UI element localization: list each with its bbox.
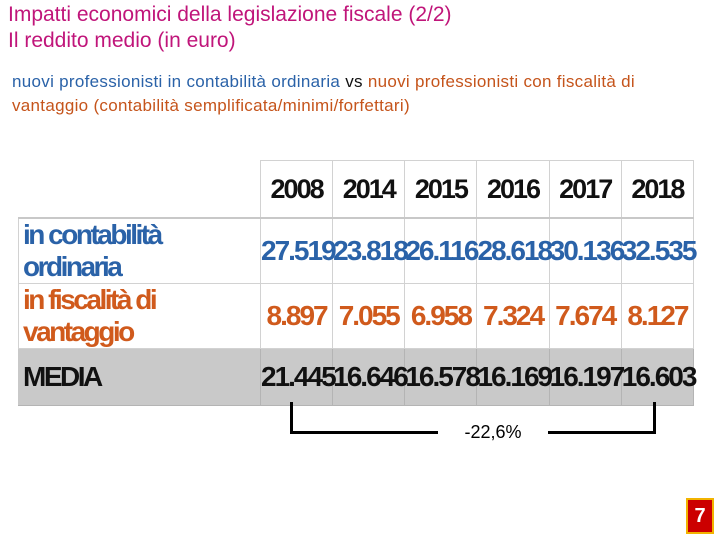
table-cell: 27.519 <box>259 217 337 284</box>
title-line-2: Il reddito medio (in euro) <box>8 29 236 52</box>
table-row-vantaggio: in fiscalità di vantaggio 8.897 7.055 6.… <box>18 283 695 349</box>
year-header: 2017 <box>548 160 622 219</box>
slide-subtitle: nuovi professionisti in contabilità ordi… <box>12 70 702 118</box>
subtitle-vantaggio: nuovi professionisti con fiscalità di va… <box>12 72 636 115</box>
table-cell: 16.197 <box>548 348 625 406</box>
table-header-row: 2008 2014 2015 2016 2017 2018 <box>18 160 695 219</box>
table-cell: 23.818 <box>332 217 409 284</box>
table-cell: 16.169 <box>476 348 553 406</box>
title-line-1: Impatti economici della legislazione fis… <box>8 3 452 26</box>
subtitle-vs: vs <box>340 72 368 91</box>
table-cell: 21.445 <box>259 348 337 406</box>
table-cell: 8.897 <box>259 283 334 349</box>
subtitle-ordinaria: nuovi professionisti in contabilità ordi… <box>12 72 341 91</box>
change-percentage: -22,6% <box>438 419 548 445</box>
table-cell: 16.603 <box>620 348 697 406</box>
income-table: 2008 2014 2015 2016 2017 2018 in contabi… <box>18 160 697 406</box>
table-cell: 16.578 <box>404 348 481 406</box>
table-row-media: MEDIA 21.445 16.646 16.578 16.169 16.197… <box>18 348 697 406</box>
table-cell: 28.618 <box>476 217 553 284</box>
table-cell: 7.674 <box>548 283 622 349</box>
table-cell: 16.646 <box>332 348 409 406</box>
page-number-badge: 7 <box>686 498 714 534</box>
table-cell: 6.958 <box>404 283 478 349</box>
year-header: 2015 <box>404 160 478 219</box>
row-label: in contabilità ordinaria <box>18 217 261 284</box>
slide-title: Impatti economici della legislazione fis… <box>8 2 708 54</box>
year-header: 2018 <box>620 160 695 219</box>
year-header: 2016 <box>476 160 550 219</box>
row-label: MEDIA <box>18 348 261 406</box>
table-cell: 8.127 <box>620 283 695 349</box>
table-cell: 30.136 <box>548 217 625 284</box>
table-cell: 32.535 <box>620 217 697 284</box>
table-cell: 7.324 <box>476 283 550 349</box>
row-label: in fiscalità di vantaggio <box>18 283 261 349</box>
income-table-container: 2008 2014 2015 2016 2017 2018 in contabi… <box>18 160 697 406</box>
table-corner-cell <box>18 160 261 219</box>
table-row-ordinaria: in contabilità ordinaria 27.519 23.818 2… <box>18 217 697 284</box>
year-header: 2014 <box>332 160 406 219</box>
table-cell: 7.055 <box>332 283 406 349</box>
year-header: 2008 <box>259 160 334 219</box>
table-cell: 26.116 <box>404 217 479 284</box>
